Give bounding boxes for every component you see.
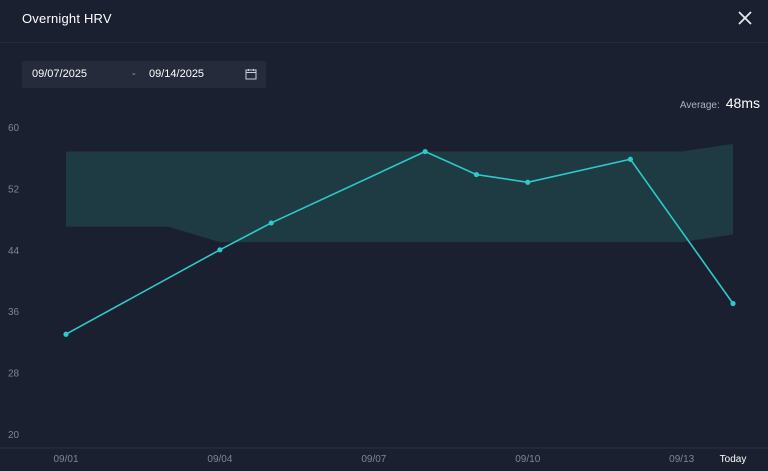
average-readout: Average: 48ms — [680, 95, 760, 111]
y-tick-label: 28 — [8, 369, 20, 380]
y-tick-label: 52 — [8, 184, 20, 195]
y-tick-label: 44 — [8, 246, 20, 257]
y-tick-label: 36 — [8, 307, 20, 318]
modal-title: Overnight HRV — [22, 11, 112, 26]
average-value: 48ms — [725, 95, 760, 111]
x-tick-label: 09/10 — [515, 454, 540, 465]
close-icon[interactable] — [734, 7, 756, 29]
x-tick-label: 09/07 — [361, 454, 386, 465]
hrv-data-point[interactable] — [627, 156, 633, 162]
average-label: Average: — [679, 100, 720, 111]
x-tick-label: Today — [720, 454, 747, 465]
normal-range-band — [66, 143, 733, 243]
date-range-picker[interactable]: 09/07/2025 - 09/14/2025 — [22, 61, 266, 88]
end-date-input[interactable]: 09/14/2025 — [149, 68, 205, 80]
date-separator: - — [132, 68, 136, 80]
hrv-data-point[interactable] — [422, 148, 428, 155]
hrv-data-point[interactable] — [473, 171, 480, 178]
start-date-input[interactable]: 09/07/2025 — [32, 68, 88, 80]
y-tick-label: 20 — [8, 430, 20, 441]
hrv-data-point[interactable] — [217, 247, 223, 253]
calendar-icon[interactable] — [245, 68, 257, 80]
hrv-series-line — [65, 150, 734, 335]
hrv-data-point[interactable] — [268, 220, 274, 226]
y-tick-label: 60 — [8, 123, 20, 134]
header-divider — [0, 42, 768, 43]
hrv-data-point[interactable] — [525, 179, 531, 185]
x-tick-label: 09/01 — [53, 454, 78, 465]
x-tick-label: 09/13 — [669, 454, 694, 465]
x-tick-label: 09/04 — [207, 454, 232, 465]
hrv-data-point[interactable] — [63, 331, 69, 337]
hrv-data-point[interactable] — [730, 300, 736, 307]
